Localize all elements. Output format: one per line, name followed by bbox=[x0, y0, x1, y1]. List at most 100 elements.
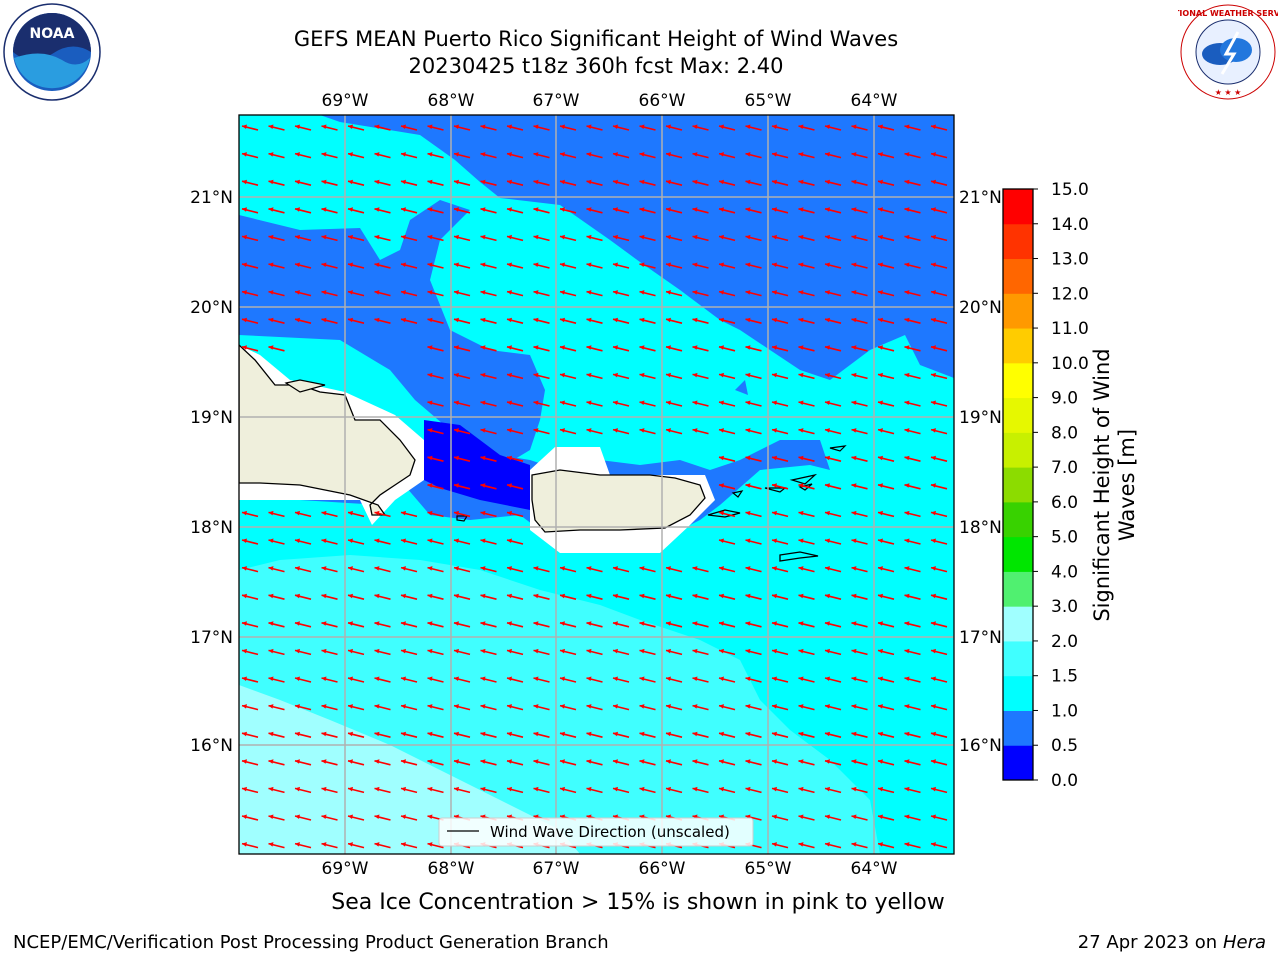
wave-direction-arrow bbox=[877, 593, 895, 600]
wave-direction-arrow bbox=[665, 124, 683, 131]
wave-direction-arrow bbox=[347, 731, 365, 738]
map-legend: Wind Wave Direction (unscaled) bbox=[438, 817, 754, 847]
wave-direction-arrow bbox=[453, 317, 471, 324]
wave-direction-arrow bbox=[745, 483, 762, 490]
colorbar-tick-label: 12.0 bbox=[1051, 284, 1089, 304]
land-st-croix bbox=[779, 551, 819, 562]
wave-direction-arrow bbox=[480, 759, 497, 766]
wave-direction-arrow bbox=[294, 786, 312, 794]
wave-direction-arrow bbox=[771, 400, 789, 407]
wave-direction-arrow bbox=[586, 566, 603, 573]
wave-direction-arrow bbox=[533, 593, 550, 600]
wave-direction-arrow bbox=[824, 262, 842, 269]
wave-direction-arrow bbox=[692, 290, 709, 297]
wave-direction-arrow bbox=[427, 593, 444, 600]
wave-direction-arrow bbox=[877, 262, 895, 269]
wave-direction-arrow bbox=[639, 566, 656, 573]
wave-direction-arrow bbox=[798, 704, 815, 711]
wave-direction-arrow bbox=[453, 510, 471, 518]
wave-direction-arrow bbox=[480, 786, 497, 794]
lon-label-bottom: 67°W bbox=[533, 859, 580, 879]
wave-direction-arrow bbox=[586, 428, 603, 435]
wave-direction-arrow bbox=[771, 372, 789, 380]
wave-direction-arrow bbox=[321, 124, 338, 131]
wave-direction-arrow bbox=[321, 593, 338, 600]
wave-direction-arrow bbox=[612, 124, 630, 131]
wave-direction-arrow bbox=[586, 648, 603, 656]
wave-direction-arrow bbox=[374, 179, 391, 186]
wave-direction-arrow bbox=[877, 372, 895, 380]
lon-label-bottom: 66°W bbox=[639, 859, 686, 879]
footer-date: 27 Apr 2023 on Hera bbox=[1078, 932, 1266, 953]
title-line-1: GEFS MEAN Puerto Rico Significant Height… bbox=[293, 27, 899, 51]
wave-direction-arrow bbox=[745, 786, 762, 794]
wave-direction-arrow bbox=[294, 593, 312, 600]
contour-field bbox=[239, 115, 954, 854]
wave-direction-arrow bbox=[692, 731, 709, 738]
wave-direction-arrow bbox=[718, 621, 736, 628]
wave-direction-arrow bbox=[851, 731, 868, 738]
wave-direction-arrow bbox=[692, 124, 709, 131]
wave-direction-arrow bbox=[506, 400, 524, 407]
wave-direction-arrow bbox=[877, 290, 895, 297]
wave-direction-arrow bbox=[771, 428, 789, 435]
wave-direction-arrow bbox=[665, 593, 683, 600]
wave-direction-arrow bbox=[930, 538, 948, 545]
wave-direction-arrow bbox=[586, 179, 603, 186]
wave-direction-arrow bbox=[904, 814, 921, 821]
wave-direction-arrow bbox=[427, 262, 444, 269]
wave-direction-arrow bbox=[506, 455, 524, 462]
wave-direction-arrow bbox=[241, 676, 259, 683]
wave-direction-arrow bbox=[586, 290, 603, 297]
wave-direction-arrow bbox=[718, 372, 736, 380]
wave-direction-arrow bbox=[877, 759, 895, 766]
wave-direction-arrow bbox=[904, 207, 921, 214]
lon-label-top: 67°W bbox=[533, 91, 580, 111]
wave-direction-arrow bbox=[771, 538, 789, 545]
lon-label-top: 64°W bbox=[851, 91, 898, 111]
wave-direction-arrow bbox=[321, 207, 338, 214]
wave-direction-arrow bbox=[453, 124, 471, 131]
wave-direction-arrow bbox=[559, 566, 577, 573]
wave-direction-arrow bbox=[533, 234, 550, 242]
wave-direction-arrow bbox=[718, 290, 736, 297]
wave-direction-arrow bbox=[930, 566, 948, 573]
wave-direction-arrow bbox=[824, 814, 842, 821]
wave-direction-arrow bbox=[480, 400, 497, 407]
wave-direction-arrow bbox=[400, 179, 418, 186]
wave-direction-arrow bbox=[851, 786, 868, 794]
wave-direction-arrow bbox=[877, 566, 895, 573]
wave-direction-arrow bbox=[321, 704, 338, 711]
lat-label-left: 19°N bbox=[190, 408, 233, 428]
wave-direction-arrow bbox=[851, 262, 868, 269]
wave-direction-arrow bbox=[877, 400, 895, 407]
wave-direction-arrow bbox=[506, 483, 524, 490]
colorbar-tick-label: 1.5 bbox=[1051, 667, 1078, 687]
wave-direction-arrow bbox=[877, 124, 895, 131]
wave-direction-arrow bbox=[877, 152, 895, 159]
wave-direction-arrow bbox=[639, 345, 656, 352]
lat-label-right: 16°N bbox=[959, 736, 1002, 756]
wave-direction-arrow bbox=[241, 538, 259, 545]
wave-direction-arrow bbox=[586, 372, 603, 380]
wave-direction-arrow bbox=[347, 621, 365, 628]
wave-direction-arrow bbox=[904, 152, 921, 159]
colorbar-tick-label: 0.0 bbox=[1051, 771, 1078, 791]
lon-label-bottom: 64°W bbox=[851, 859, 898, 879]
wave-direction-arrow bbox=[321, 234, 338, 242]
wave-direction-arrow bbox=[718, 428, 736, 435]
wave-direction-arrow bbox=[533, 786, 550, 794]
wave-direction-arrow bbox=[506, 179, 524, 186]
wave-direction-arrow bbox=[824, 483, 842, 490]
wave-direction-arrow bbox=[347, 814, 365, 821]
wave-direction-arrow bbox=[347, 152, 365, 159]
wave-direction-arrow bbox=[374, 538, 391, 545]
colorbar-tick-label: 11.0 bbox=[1051, 319, 1089, 339]
wave-direction-arrow bbox=[798, 400, 815, 407]
wave-direction-arrow bbox=[851, 676, 868, 683]
wave-direction-arrow bbox=[877, 814, 895, 821]
wave-direction-arrow bbox=[268, 124, 285, 131]
wave-direction-arrow bbox=[851, 648, 868, 656]
wave-direction-arrow bbox=[559, 262, 577, 269]
colorbar-tick-label: 10.0 bbox=[1051, 354, 1089, 374]
